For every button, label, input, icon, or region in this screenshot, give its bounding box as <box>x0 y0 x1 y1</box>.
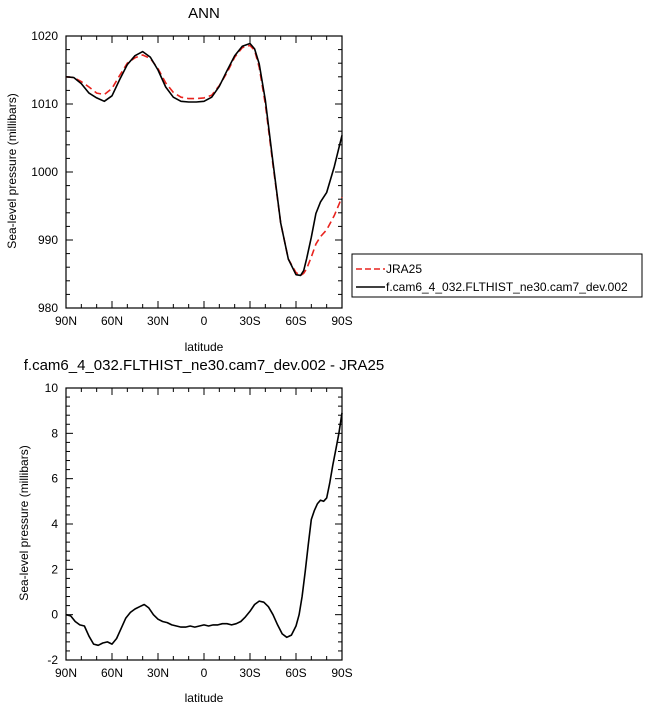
chart-top-frame <box>65 35 343 309</box>
legend: JRA25 f.cam6_4_032.FLTHIST_ne30.cam7_dev… <box>351 253 643 298</box>
chart-top-xtick-label: 90N <box>55 314 77 328</box>
chart-top-xtick-label: 30S <box>239 314 260 328</box>
chart-bottom-ytick-label: -2 <box>47 653 58 667</box>
chart-bottom-series-line-0 <box>65 412 343 647</box>
chart-bottom-ylabel: Sea-level pressure (millibars) <box>17 445 31 600</box>
legend-label-jra25: JRA25 <box>386 262 422 276</box>
chart-top-ytick-label: 1020 <box>31 29 58 43</box>
chart-top-xtick-label: 90S <box>331 314 352 328</box>
chart-bottom-xtick-label: 30N <box>147 666 169 680</box>
chart-bottom: f.cam6_4_032.FLTHIST_ne30.cam7_dev.002 -… <box>17 357 384 705</box>
legend-box <box>351 253 643 298</box>
chart-bottom-ytick-label: 6 <box>51 472 58 486</box>
chart-top-plot-area: 90N 60N 30N 0 30S 60S 90S 980 990 1000 1010 1020 <box>31 29 352 328</box>
chart-bottom-xtick-label: 60S <box>285 666 306 680</box>
chart-top-xlabel: latitude <box>185 340 224 354</box>
chart-bottom-xtick-label: 90S <box>331 666 352 680</box>
chart-top-title: ANN <box>188 5 220 22</box>
chart-top-series-line-1 <box>65 42 343 277</box>
chart-top-ytick-label: 980 <box>38 301 58 315</box>
chart-bottom-frame <box>65 387 343 661</box>
chart-top-xtick-label: 0 <box>201 314 208 328</box>
chart-bottom-title: f.cam6_4_032.FLTHIST_ne30.cam7_dev.002 -… <box>24 357 384 374</box>
chart-bottom-ytick-label: 10 <box>45 381 59 395</box>
chart-bottom-ytick-label: 8 <box>51 426 58 440</box>
chart-top-ytick-label: 990 <box>38 233 58 247</box>
chart-top-series-line-0 <box>65 44 343 277</box>
legend-label-model: f.cam6_4_032.FLTHIST_ne30.cam7_dev.002 <box>386 280 628 294</box>
chart-bottom-ytick-label: 4 <box>51 517 58 531</box>
chart-bottom-xtick-label: 90N <box>55 666 77 680</box>
chart-bottom-ytick-label: 0 <box>51 608 58 622</box>
chart-top: ANN 90N 60N 30N 0 30S 60S 90S 980 990 1000 1010 102… <box>5 5 353 354</box>
chart-top-ytick-label: 1000 <box>31 165 58 179</box>
chart-bottom-xlabel: latitude <box>185 691 224 705</box>
chart-bottom-xtick-label: 60N <box>101 666 123 680</box>
chart-bottom-ytick-label: 2 <box>51 562 58 576</box>
chart-top-xtick-label: 30N <box>147 314 169 328</box>
chart-top-xtick-label: 60N <box>101 314 123 328</box>
chart-bottom-xtick-label: 0 <box>201 666 208 680</box>
chart-bottom-xtick-label: 30S <box>239 666 260 680</box>
chart-bottom-plot-area: 90N 60N 30N 0 30S 60S 90S -2 0 2 4 6 8 10 <box>45 381 353 680</box>
chart-top-xtick-label: 60S <box>285 314 306 328</box>
chart-top-ytick-label: 1010 <box>31 97 58 111</box>
chart-top-ylabel: Sea-level pressure (millibars) <box>5 93 19 248</box>
